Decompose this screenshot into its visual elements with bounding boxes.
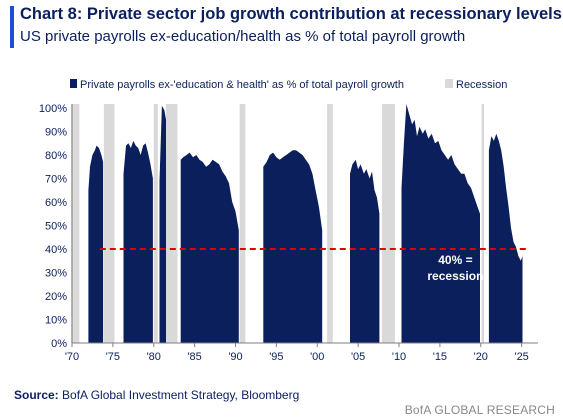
- recession-band-0: [71, 104, 80, 343]
- recession-band-4: [239, 104, 246, 343]
- chart-title: Chart 8: Private sector job growth contr…: [20, 5, 562, 23]
- recession-band-5: [327, 104, 333, 343]
- y-tick-label: 80%: [45, 150, 67, 162]
- chart-axes: 0% 10% 20% 30% 40% 50% 60% 70% 80% 90% 100% '70 '75 '…: [39, 103, 538, 363]
- legend-label-series: Private payrolls ex-'education & health'…: [80, 79, 404, 91]
- x-tick-label: '95: [269, 351, 283, 363]
- recession-band-2: [153, 104, 158, 343]
- recession-bands: [71, 104, 485, 343]
- series-area-segment-3: [180, 152, 239, 343]
- y-tick-label: 90%: [45, 127, 67, 139]
- series-area-segment-0: [88, 145, 104, 343]
- series-area-segment-4: [263, 150, 323, 343]
- y-tick-label: 20%: [45, 291, 67, 303]
- x-tick-label: '25: [514, 351, 528, 363]
- x-tick-label: '00: [310, 351, 324, 363]
- recession-band-1: [103, 104, 115, 343]
- legend-label-recession: Recession: [456, 79, 507, 91]
- source-label: Source:: [14, 388, 59, 402]
- y-tick-label: 10%: [45, 315, 67, 327]
- threshold-label-line2: recession: [427, 269, 483, 283]
- source-text: BofA Global Investment Strategy, Bloombe…: [58, 388, 300, 402]
- legend-swatch-series: [70, 79, 77, 88]
- x-tick-label: '15: [433, 351, 447, 363]
- x-tick-label: '10: [392, 351, 406, 363]
- chart-legend: Private payrolls ex-'education & health'…: [70, 79, 507, 91]
- series-area-segment-6: [401, 104, 480, 343]
- x-tick-label: '05: [351, 351, 365, 363]
- x-tick-label: '20: [474, 351, 488, 363]
- y-tick-label: 50%: [45, 221, 67, 233]
- x-tick-label: '85: [187, 351, 201, 363]
- y-tick-label: 70%: [45, 174, 67, 186]
- source-note: Source: BofA Global Investment Strategy,…: [14, 388, 299, 402]
- y-tick-label: 30%: [45, 268, 67, 280]
- y-tick-label: 0%: [51, 338, 67, 350]
- y-tick-label: 100%: [39, 103, 67, 115]
- x-tick-label: '90: [228, 351, 242, 363]
- series-area-segment-7: [488, 133, 523, 343]
- x-tick-label: '80: [147, 351, 161, 363]
- series-area-segment-1: [123, 140, 153, 343]
- recession-band-6: [381, 104, 395, 343]
- x-tick-label: '70: [65, 351, 79, 363]
- chart-subtitle: US private payrolls ex-education/health …: [20, 28, 466, 45]
- series-area: [88, 104, 523, 343]
- series-area-segment-2: [159, 105, 166, 343]
- recession-band-7: [481, 104, 485, 343]
- legend-swatch-recession: [445, 79, 453, 88]
- y-tick-label: 60%: [45, 197, 67, 209]
- title-accent-bar: [10, 6, 14, 48]
- y-tick-label: 40%: [45, 244, 67, 256]
- series-area-segment-5: [350, 159, 380, 343]
- brand-label: BofA GLOBAL RESEARCH: [404, 403, 555, 417]
- threshold-label-line1: 40% =: [438, 253, 472, 267]
- x-tick-label: '75: [106, 351, 120, 363]
- recession-band-3: [166, 104, 178, 343]
